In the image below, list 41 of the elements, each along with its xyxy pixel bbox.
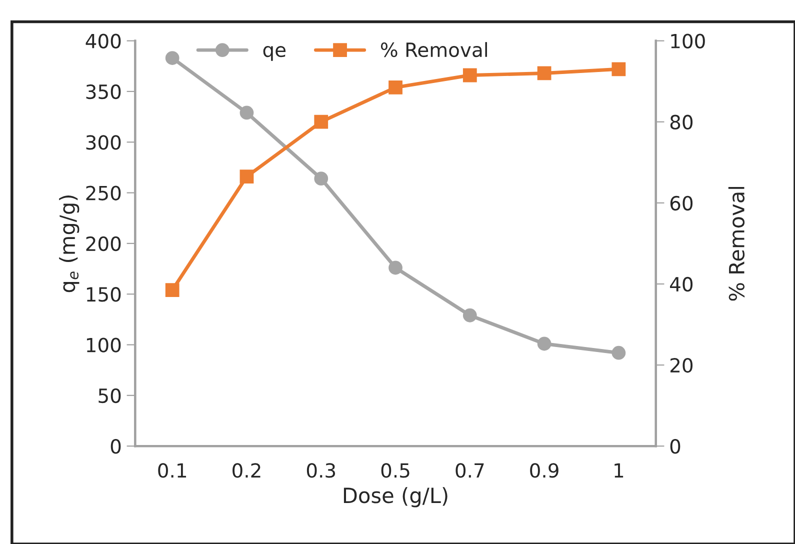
y-tick-label: 250	[86, 186, 121, 200]
x-tick-label: 0.2	[232, 463, 260, 478]
point	[388, 260, 402, 275]
point	[462, 68, 477, 82]
x-tick-label: 0.5	[381, 463, 410, 478]
x-axis-title: Dose (g/L)	[344, 487, 448, 508]
x-tick-label: 0.1	[158, 463, 186, 478]
legend-label: % Removal	[380, 42, 487, 58]
x-tick-label: 0.7	[456, 463, 484, 478]
point	[240, 106, 254, 120]
point	[612, 346, 626, 360]
y-axis-title: q$_{e}$ (mg/g)	[59, 196, 80, 292]
y2-tick-label: 100	[671, 34, 705, 48]
legend-label: qe	[263, 46, 286, 61]
point	[314, 114, 328, 129]
y-tick-label: 350	[86, 84, 121, 100]
y2-tick-label: 60	[670, 196, 693, 211]
y-tick-label: 400	[86, 34, 121, 48]
y-tick-label: 100	[86, 338, 121, 352]
point	[165, 283, 180, 297]
y2-tick-label: 0	[670, 439, 680, 454]
x-tick-label: 1	[614, 463, 624, 478]
x-tick-label: 0.9	[530, 463, 558, 478]
y2-tick-label: 40	[670, 276, 693, 292]
y2-tick-label: 80	[670, 114, 693, 130]
point	[462, 308, 477, 322]
y-tick-label: 0	[110, 439, 121, 454]
point	[612, 62, 626, 76]
y-tick-label: 50	[98, 388, 121, 404]
point	[537, 66, 552, 80]
y2-axis-title: % Removal	[728, 187, 745, 301]
y2-tick-label: 20	[670, 358, 693, 373]
y-tick-label: 150	[86, 287, 121, 302]
y-tick-label: 200	[86, 236, 121, 252]
point	[537, 336, 552, 351]
y-tick-label: 300	[86, 135, 121, 150]
point	[240, 170, 254, 184]
x-tick-label: 0.3	[306, 463, 336, 478]
point	[165, 51, 180, 65]
point	[388, 80, 402, 94]
point	[314, 172, 328, 186]
